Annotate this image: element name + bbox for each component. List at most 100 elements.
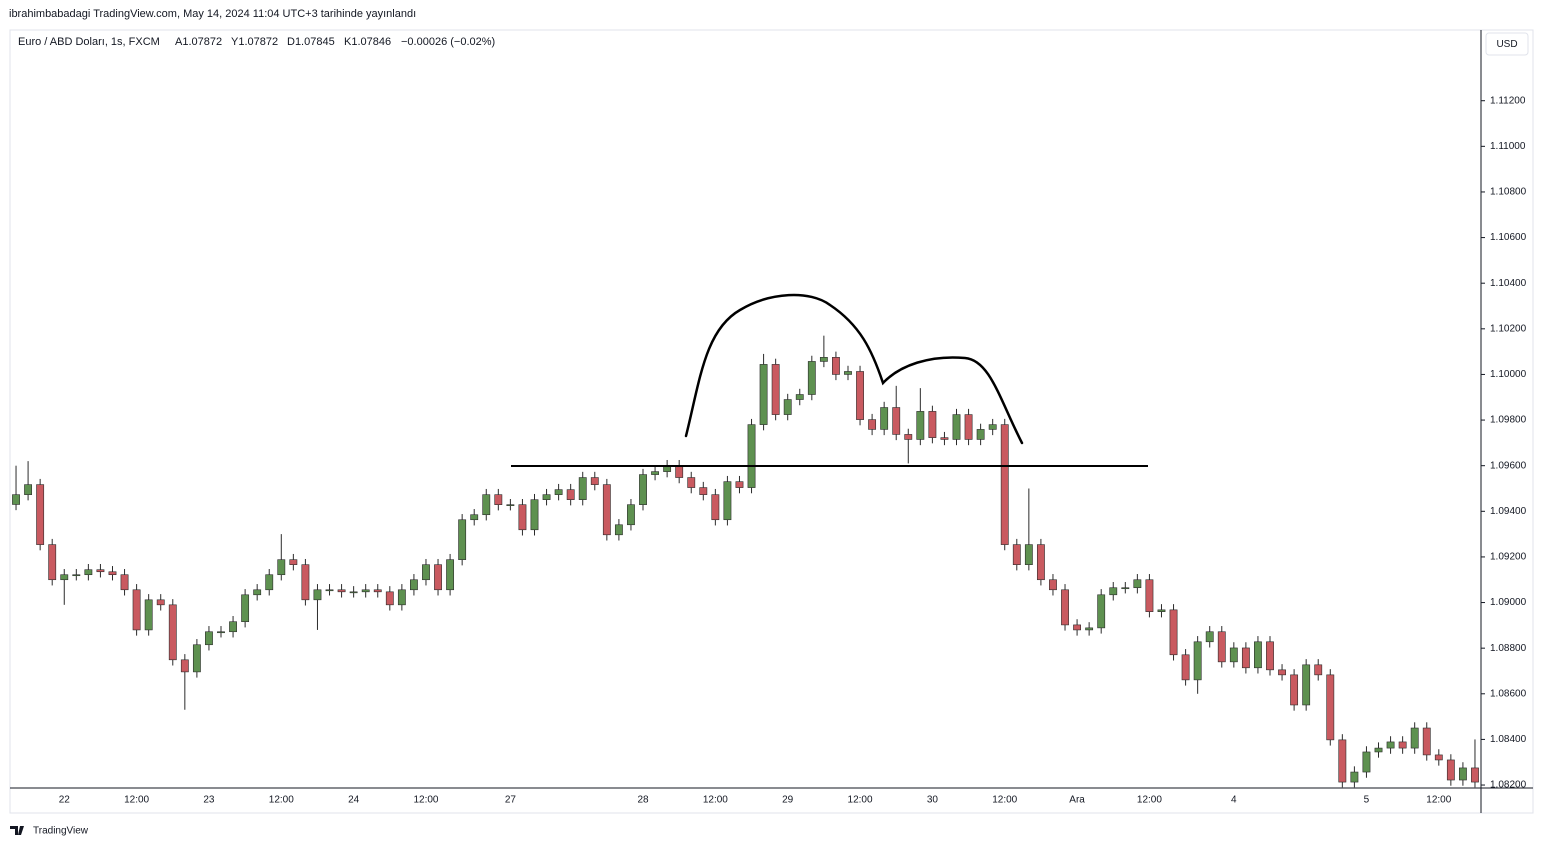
candle-body <box>542 494 551 500</box>
candle-body <box>735 481 744 488</box>
candle-body <box>1024 544 1033 565</box>
y-tick-label: 1.10600 <box>1490 232 1527 243</box>
candle-body <box>1133 579 1142 589</box>
y-tick-label: 1.11200 <box>1490 95 1526 106</box>
candle-body <box>916 411 925 440</box>
y-tick-label: 1.10400 <box>1490 278 1527 289</box>
candle-body <box>494 494 503 505</box>
candle-body <box>1157 609 1166 612</box>
candle-body <box>1217 631 1226 663</box>
x-tick-label: Ara <box>1069 795 1085 806</box>
candle-body <box>361 589 370 593</box>
legend-symbol: Euro / ABD Doları, 1s, FXCM <box>18 36 160 48</box>
candle-body <box>253 589 262 596</box>
candle-body <box>373 589 382 593</box>
currency-button-box[interactable] <box>1485 32 1529 56</box>
candle-body <box>795 394 804 400</box>
candle-body <box>687 477 696 488</box>
y-tick-label: 1.09800 <box>1490 415 1527 426</box>
candle-body <box>675 465 684 478</box>
currency-button-label[interactable]: USD <box>1496 39 1517 50</box>
candle-body <box>892 407 901 435</box>
candle-body <box>470 514 479 521</box>
candle-body <box>12 494 20 505</box>
candle-body <box>1061 589 1069 626</box>
y-tick-label: 1.10200 <box>1490 323 1527 334</box>
candle-body <box>783 399 792 415</box>
candle-body <box>566 489 575 500</box>
candle-body <box>1073 624 1081 631</box>
candle-body <box>1241 647 1250 669</box>
candle-body <box>1458 767 1467 781</box>
candle-body <box>1471 767 1479 783</box>
candle-body <box>1314 664 1323 676</box>
y-tick-label: 1.09600 <box>1490 460 1527 471</box>
candle-body <box>1049 579 1057 591</box>
candle-body <box>627 504 635 526</box>
y-tick-label: 1.08800 <box>1490 643 1527 654</box>
chart-frame <box>9 29 1534 814</box>
candle-body <box>410 579 418 591</box>
candle-body <box>313 589 322 601</box>
candle-body <box>771 364 780 415</box>
x-tick-label: 12:00 <box>413 795 438 806</box>
legend-change: −0.00026 (−0.02%) <box>401 36 495 48</box>
candle-body <box>1350 771 1359 783</box>
x-tick-label: 5 <box>1364 795 1370 806</box>
x-tick-label: 12:00 <box>992 795 1017 806</box>
x-tick-label: 12:00 <box>124 795 149 806</box>
candle-body <box>518 504 527 531</box>
candle-body <box>1000 424 1009 545</box>
candle-body <box>434 564 442 591</box>
candle-body <box>1121 587 1130 590</box>
candle-body <box>506 504 515 506</box>
candle-body <box>397 589 406 606</box>
x-tick-label: 24 <box>348 795 360 806</box>
candle-body <box>530 499 539 531</box>
candle-body <box>1302 664 1311 706</box>
x-tick-label: 12:00 <box>703 795 728 806</box>
x-tick-label: 12:00 <box>1137 795 1162 806</box>
candle-body <box>964 414 973 440</box>
candle-body <box>458 519 467 560</box>
candle-body <box>144 599 153 631</box>
candle-body <box>602 484 611 536</box>
candle-body <box>24 484 33 495</box>
candle-body <box>241 594 250 623</box>
x-tick-label: 12:00 <box>269 795 294 806</box>
legend-high: Y1.07872 <box>231 36 278 48</box>
candle-body <box>446 559 455 591</box>
candle-body <box>868 419 877 430</box>
candle-body <box>1446 759 1455 781</box>
candle-body <box>180 659 189 673</box>
candle-body <box>1036 544 1045 581</box>
y-tick-label: 1.10000 <box>1490 369 1527 380</box>
y-tick-label: 1.09400 <box>1490 506 1527 517</box>
candle-body <box>1338 739 1347 783</box>
candle-body <box>976 429 985 440</box>
candle-body <box>928 411 937 438</box>
candle-body <box>1434 754 1443 761</box>
y-tick-label: 1.08200 <box>1490 780 1527 791</box>
candle-body <box>60 574 69 581</box>
candle-body <box>1205 631 1214 643</box>
candle-body <box>856 371 864 420</box>
candle-body <box>1410 727 1419 749</box>
candle-body <box>289 559 298 565</box>
candle-body <box>904 434 913 440</box>
candle-body <box>48 544 57 581</box>
x-tick-label: 30 <box>927 795 939 806</box>
candle-body <box>759 364 768 425</box>
y-tick-label: 1.08400 <box>1490 734 1527 745</box>
candle-body <box>1386 741 1395 749</box>
candle-body <box>482 494 491 516</box>
publish-header: ibrahimbabadagi TradingView.com, May 14,… <box>9 8 416 20</box>
candle-body <box>819 357 828 362</box>
candle-body <box>952 414 961 440</box>
candle-body <box>301 564 310 601</box>
footer-text: TradingView <box>33 826 89 837</box>
candle-body <box>132 589 141 631</box>
currency-button[interactable]: USD <box>1485 32 1529 56</box>
candle-body <box>554 489 563 495</box>
